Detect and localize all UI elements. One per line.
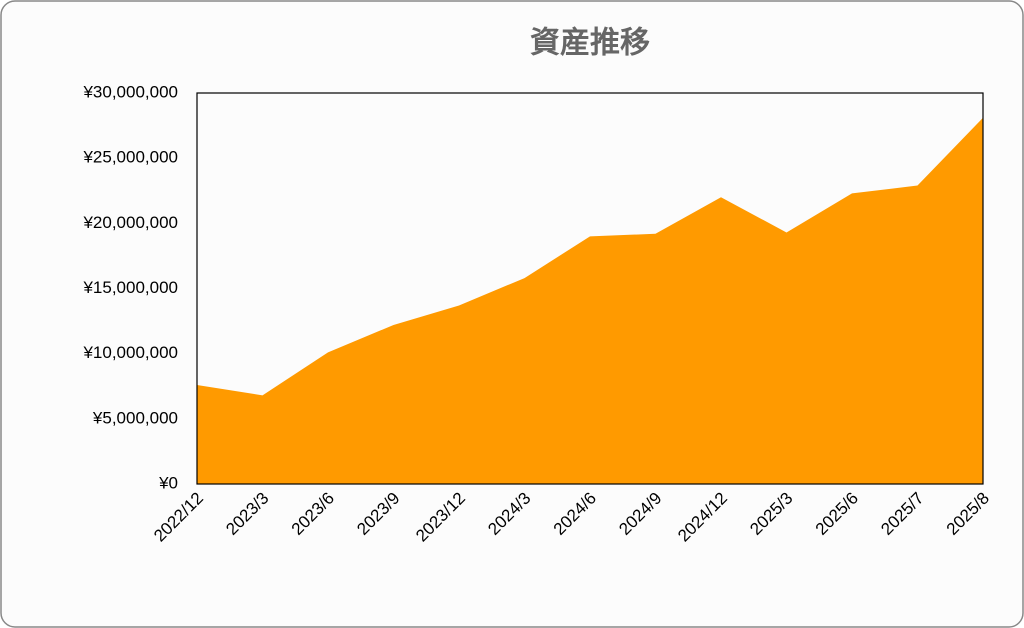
y-tick-label: ¥10,000,000	[82, 343, 178, 362]
chart-title: 資産推移	[530, 26, 650, 61]
y-tick-label: ¥20,000,000	[82, 213, 178, 232]
y-tick-label: ¥15,000,000	[82, 278, 178, 297]
y-tick-label: ¥5,000,000	[92, 408, 178, 427]
plot-border	[196, 92, 984, 485]
y-tick-label: ¥30,000,000	[82, 82, 178, 101]
y-tick-label: ¥0	[158, 473, 178, 492]
y-tick-label: ¥25,000,000	[82, 148, 178, 167]
area	[197, 117, 983, 484]
